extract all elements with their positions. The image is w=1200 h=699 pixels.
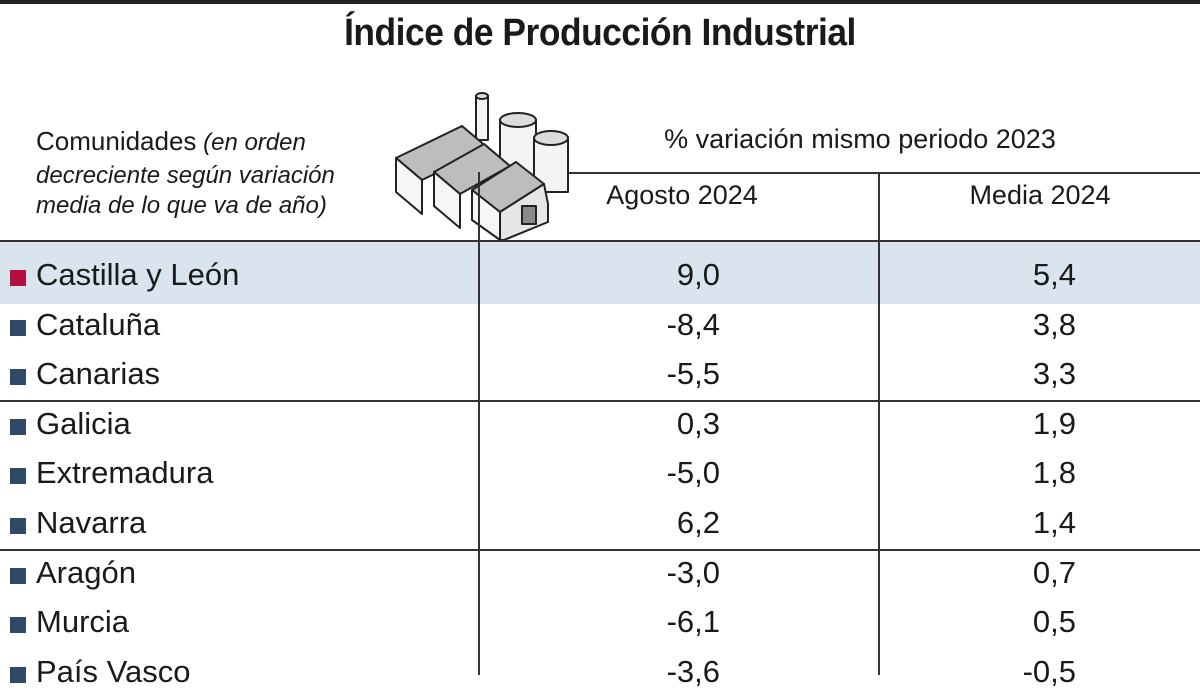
agosto-value: 0,3 <box>676 405 720 441</box>
region-name: Murcia <box>36 604 130 640</box>
first-column-header: Comunidades (en orden decreciente según … <box>36 126 396 221</box>
table-row: Murcia -6,1 0,5 <box>0 599 1200 649</box>
media-value: 3,3 <box>1032 356 1076 392</box>
media-value: 0,7 <box>1032 554 1076 590</box>
media-value: 1,9 <box>1032 405 1076 441</box>
media-value: 1,8 <box>1032 455 1076 491</box>
table-row: Cataluña -8,4 3,8 <box>0 302 1200 352</box>
media-value: 0,5 <box>1032 604 1076 640</box>
first-column-note-line2: decreciente según variación <box>36 162 335 189</box>
region-name: Canarias <box>36 356 161 392</box>
table-row: País Vasco -3,6 -0,5 <box>0 649 1200 699</box>
media-value: 3,8 <box>1032 306 1076 342</box>
row-marker <box>10 369 26 386</box>
media-value: -0,5 <box>1022 653 1076 689</box>
agosto-value: -8,4 <box>666 306 720 342</box>
column-divider-right <box>878 172 880 675</box>
first-column-label: Comunidades <box>36 126 197 156</box>
row-marker <box>10 617 26 634</box>
table-row: Extremadura -5,0 1,8 <box>0 450 1200 500</box>
factory-icon <box>395 92 569 241</box>
region-name: Aragón <box>36 554 136 590</box>
column-divider-left <box>478 172 480 675</box>
row-marker <box>10 418 26 435</box>
first-column-note-line3: media de lo que va de año) <box>36 192 327 219</box>
chart-title: Índice de Producción Industrial <box>344 12 856 54</box>
region-name: Galicia <box>36 405 131 441</box>
header-divider <box>568 172 1200 174</box>
region-name: Cataluña <box>36 306 161 342</box>
first-column-note: (en orden <box>196 129 306 156</box>
table-row: Navarra 6,2 1,4 <box>0 500 1200 550</box>
table-row: Aragón -3,0 0,7 <box>0 550 1200 600</box>
region-name: Extremadura <box>36 455 214 491</box>
row-marker <box>10 518 26 534</box>
table-row: Galicia 0,3 1,9 <box>0 401 1200 451</box>
row-marker <box>10 319 26 336</box>
region-name: Castilla y León <box>36 257 240 292</box>
region-name: País Vasco <box>36 653 191 689</box>
row-marker <box>10 468 26 485</box>
agosto-value: 9,0 <box>676 257 720 292</box>
region-name: Navarra <box>36 505 147 540</box>
table-top-rule <box>0 240 1200 242</box>
agosto-value: -5,0 <box>666 455 720 491</box>
media-value: 5,4 <box>1032 257 1076 292</box>
group-divider-2 <box>0 549 1200 551</box>
agosto-value: 6,2 <box>676 505 720 540</box>
group-header: % variación mismo periodo 2023 <box>664 124 1056 154</box>
table-row: Castilla y León 9,0 5,4 <box>0 242 1200 304</box>
agosto-value: -6,1 <box>666 604 720 640</box>
group-divider-1 <box>0 400 1200 402</box>
table-row: Canarias -5,5 3,3 <box>0 351 1200 401</box>
top-rule <box>0 0 1200 4</box>
agosto-value: -3,0 <box>666 554 720 590</box>
column-header-media: Media 2024 <box>969 180 1111 210</box>
agosto-value: -5,5 <box>666 356 720 392</box>
column-header-agosto: Agosto 2024 <box>606 180 758 210</box>
row-marker <box>10 270 26 286</box>
row-marker <box>10 567 26 584</box>
media-value: 1,4 <box>1032 505 1076 540</box>
agosto-value: -3,6 <box>666 653 720 689</box>
